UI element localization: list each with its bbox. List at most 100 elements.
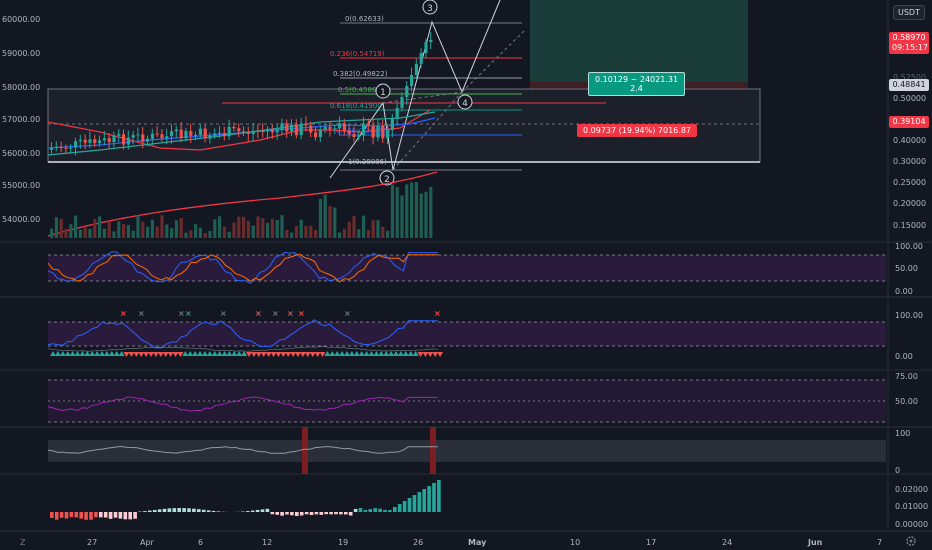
ratio-tick: 0.50000 xyxy=(893,94,926,103)
candle-body xyxy=(395,108,399,119)
candle-body xyxy=(261,131,265,133)
signal-triangle xyxy=(187,351,194,356)
macd-histogram-bar xyxy=(265,508,270,512)
signal-triangle xyxy=(407,351,414,356)
signal-triangle xyxy=(64,351,71,356)
candle-body xyxy=(347,130,351,135)
candle-body xyxy=(309,125,313,133)
macd-histogram-bar xyxy=(197,509,201,512)
macd-histogram-bar xyxy=(285,512,289,515)
macd-histogram-bar xyxy=(89,512,93,520)
volume-bar xyxy=(189,230,193,238)
currency-unit-button[interactable]: USDT xyxy=(893,5,925,20)
macd-histogram-bar xyxy=(304,512,309,515)
macd-histogram-bar xyxy=(54,512,59,520)
macd-histogram-bar xyxy=(432,483,436,512)
macd-histogram-bar xyxy=(79,512,83,519)
settings-gear-icon[interactable] xyxy=(906,536,916,546)
volume-bar xyxy=(314,230,318,238)
price-axis[interactable]: 60000.00 59000.00 58000.00 57000.00 5600… xyxy=(2,15,40,224)
macd-histogram-bar xyxy=(402,501,407,512)
volume-bar xyxy=(78,229,82,238)
cross-marker: × xyxy=(272,309,279,318)
volume-bar xyxy=(112,231,116,238)
price-tick: 55000.00 xyxy=(2,181,40,190)
z-icon[interactable]: Z xyxy=(20,538,26,547)
macd-histogram-bar xyxy=(280,512,284,516)
cross-marker: × xyxy=(255,309,262,318)
volume-bar xyxy=(102,228,106,238)
candle-body xyxy=(424,42,428,53)
volume-bar xyxy=(390,184,394,238)
volume-bar xyxy=(141,221,145,238)
candle-body xyxy=(64,147,68,149)
elliott-wave[interactable] xyxy=(329,0,526,179)
candle-body xyxy=(203,128,207,139)
time-tick: 7 xyxy=(877,538,882,547)
candle-body xyxy=(54,146,58,148)
signal-triangle xyxy=(422,352,429,357)
time-tick: Apr xyxy=(140,538,155,547)
signal-triangle xyxy=(255,352,262,357)
volume-bar xyxy=(352,215,356,238)
candle-body xyxy=(357,135,361,137)
volume-bar xyxy=(50,228,54,238)
volume-bar xyxy=(410,182,414,238)
signal-triangle xyxy=(275,352,282,357)
signal-triangle xyxy=(358,351,365,356)
candle-body xyxy=(83,139,87,143)
fib-label: 0.618(0.41900) xyxy=(330,102,385,110)
pane-separators[interactable] xyxy=(0,0,932,532)
candle-body xyxy=(314,132,318,138)
macd-histogram-bar xyxy=(437,480,441,512)
volume-bar xyxy=(290,232,294,238)
volume-bar xyxy=(227,231,231,238)
cross-marker: × xyxy=(298,309,305,318)
candle-body xyxy=(174,129,178,132)
volume-bar xyxy=(395,187,399,238)
macd-histogram-bar xyxy=(260,509,265,512)
signal-triangle xyxy=(221,351,228,356)
volume-bar xyxy=(74,215,78,238)
candle-body xyxy=(246,132,250,134)
volume-bar xyxy=(88,228,92,238)
macd-histogram-bar xyxy=(84,512,88,520)
candle-body xyxy=(198,128,202,135)
macd-histogram-bar xyxy=(192,508,196,512)
volume-bar xyxy=(218,216,222,238)
signal-triangle xyxy=(402,351,409,356)
volume-bar xyxy=(333,207,337,238)
candle-body xyxy=(390,119,394,130)
target-info-box[interactable]: 0.10129 ~ 24021.31 2.4 xyxy=(588,72,686,96)
signal-triangle xyxy=(118,351,125,356)
candle-body xyxy=(69,147,73,149)
time-axis[interactable]: 27 Apr 6 12 19 26 May 10 17 24 Jun 7 xyxy=(87,538,882,547)
stoch-axis-tick: 50.00 xyxy=(895,264,918,273)
signal-triangle xyxy=(167,352,174,357)
price-tick: 54000.00 xyxy=(2,215,40,224)
macd-histogram-bar xyxy=(255,509,260,512)
signal-triangle xyxy=(128,352,135,357)
volume-bar xyxy=(146,226,150,238)
stoch-axis-tick: 0.00 xyxy=(895,287,913,296)
macd-histogram-bar xyxy=(211,510,216,512)
ratio-axis[interactable]: 0.50000 0.40000 0.30000 0.25000 0.20000 … xyxy=(893,73,926,230)
macd-histogram-bar xyxy=(172,508,177,512)
macd-axis-tick: 0.00000 xyxy=(895,520,928,529)
macd-histogram-bar xyxy=(123,512,128,520)
macd-histogram-bar xyxy=(358,508,363,512)
candle-body xyxy=(98,140,102,144)
stoch-pane: 100.00 50.00 0.00 xyxy=(47,242,923,296)
volume-bar xyxy=(266,223,270,238)
candlesticks xyxy=(50,32,433,156)
stop-info-box[interactable]: 0.09737 (19.94%) 7016.87 xyxy=(577,124,697,137)
grey-marker-badge: 0.48841 xyxy=(889,79,929,91)
osc-axis-tick: 100 xyxy=(895,429,910,438)
countdown-timer: 09:15:17 xyxy=(892,43,928,52)
candle-body xyxy=(117,134,121,136)
signal-triangle xyxy=(314,352,321,357)
candle-body xyxy=(275,129,279,133)
candle-body xyxy=(160,134,164,139)
signal-triangle xyxy=(216,351,223,356)
